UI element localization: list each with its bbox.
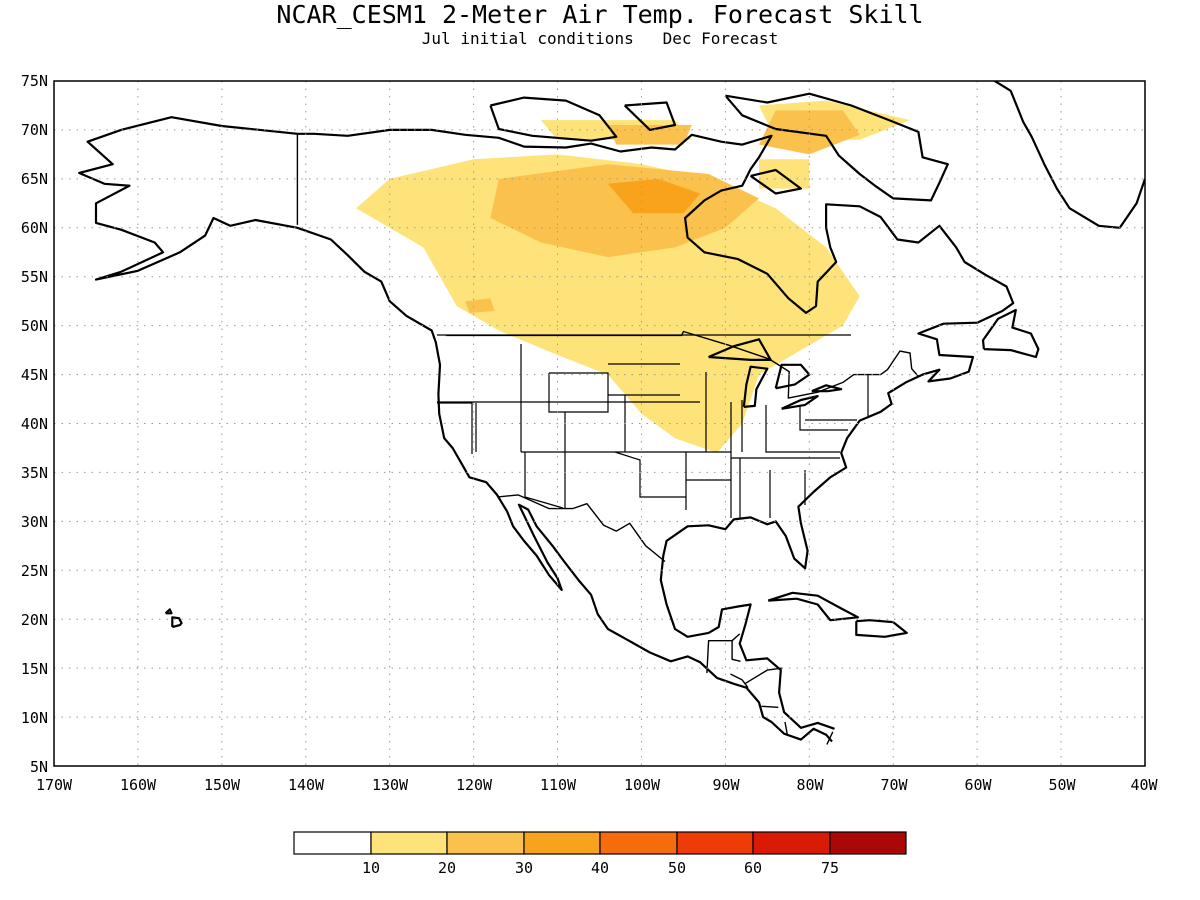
coastline bbox=[164, 608, 173, 615]
colorbar-box bbox=[523, 831, 601, 855]
lon-label: 100W bbox=[624, 776, 661, 794]
country-border bbox=[706, 633, 741, 674]
colorbar-box bbox=[446, 831, 525, 855]
lon-label: 170W bbox=[36, 776, 73, 794]
skill-region bbox=[607, 178, 701, 214]
colorbar-box bbox=[752, 831, 831, 855]
colorbar-box bbox=[370, 831, 448, 855]
coastline bbox=[767, 591, 860, 622]
lon-label: 120W bbox=[456, 776, 493, 794]
us-state-borders bbox=[437, 334, 869, 518]
lon-label: 90W bbox=[712, 776, 740, 794]
coastline bbox=[781, 395, 819, 410]
coastline bbox=[724, 92, 949, 202]
country-border bbox=[761, 705, 779, 708]
colorbar-legend: 10 20 30 40 50 60 75 bbox=[293, 831, 907, 877]
chart-subtitle: Jul initial conditions Dec Forecast bbox=[421, 29, 779, 48]
colorbar-box bbox=[829, 831, 907, 855]
colorbar-box bbox=[599, 831, 678, 855]
country-border bbox=[497, 494, 666, 563]
lat-label: 30N bbox=[21, 513, 48, 531]
coastline bbox=[981, 308, 1040, 359]
skill-region bbox=[356, 154, 860, 453]
lon-label: 130W bbox=[372, 776, 409, 794]
country-border bbox=[784, 721, 789, 736]
lat-label: 65N bbox=[21, 170, 48, 188]
lat-label: 5N bbox=[30, 758, 48, 776]
lon-label: 160W bbox=[120, 776, 157, 794]
lon-label: 60W bbox=[964, 776, 992, 794]
lon-label: 50W bbox=[1048, 776, 1076, 794]
coastline bbox=[489, 96, 618, 142]
lat-label: 50N bbox=[21, 317, 48, 335]
coastline bbox=[749, 168, 803, 195]
lon-label: 140W bbox=[288, 776, 325, 794]
latitude-labels: 75N 70N 65N 60N 55N 50N 45N 40N 35N 30N … bbox=[21, 72, 48, 776]
colorbar-box bbox=[676, 831, 754, 855]
coastline bbox=[774, 363, 811, 390]
longitude-labels: 170W 160W 150W 140W 130W 120W 110W 100W … bbox=[36, 776, 1159, 794]
skill-region bbox=[759, 159, 810, 189]
country-border bbox=[731, 640, 741, 662]
map-plot-area bbox=[54, 81, 1145, 766]
lon-label: 40W bbox=[1130, 776, 1158, 794]
lat-label: 70N bbox=[21, 121, 48, 139]
graticule bbox=[54, 81, 1145, 766]
colorbar-label: 40 bbox=[591, 859, 609, 877]
coastline bbox=[855, 619, 908, 638]
colorbar-label: 50 bbox=[668, 859, 686, 877]
colorbar-label: 30 bbox=[515, 859, 533, 877]
colorbar-box bbox=[293, 831, 372, 855]
country-border bbox=[730, 673, 749, 689]
coastline bbox=[171, 616, 183, 629]
colorbar-label: 10 bbox=[362, 859, 380, 877]
coastline bbox=[708, 338, 772, 361]
coastline bbox=[992, 81, 1145, 229]
colorbar-label: 75 bbox=[821, 859, 839, 877]
skill-region bbox=[607, 125, 692, 145]
coastline bbox=[742, 365, 769, 408]
lat-label: 55N bbox=[21, 268, 48, 286]
lat-label: 60N bbox=[21, 219, 48, 237]
chart-title: NCAR_CESM1 2-Meter Air Temp. Forecast Sk… bbox=[276, 0, 924, 29]
lon-label: 80W bbox=[796, 776, 824, 794]
coastline bbox=[811, 384, 843, 393]
lat-label: 35N bbox=[21, 464, 48, 482]
skill-region bbox=[759, 110, 860, 155]
lat-label: 15N bbox=[21, 660, 48, 678]
lon-label: 70W bbox=[880, 776, 908, 794]
lat-label: 10N bbox=[21, 709, 48, 727]
coastline bbox=[78, 116, 833, 743]
skill-region bbox=[465, 298, 495, 313]
coastline bbox=[297, 128, 1015, 730]
lat-label: 45N bbox=[21, 366, 48, 384]
lat-label: 25N bbox=[21, 562, 48, 580]
coastline-layer bbox=[78, 81, 1145, 745]
country-border bbox=[445, 330, 919, 399]
colorbar-label: 20 bbox=[438, 859, 456, 877]
lon-label: 110W bbox=[540, 776, 577, 794]
lat-label: 20N bbox=[21, 611, 48, 629]
map-frame bbox=[53, 80, 1146, 767]
country-border bbox=[744, 667, 783, 685]
coastline bbox=[623, 101, 677, 131]
lat-label: 40N bbox=[21, 415, 48, 433]
country-border bbox=[826, 731, 834, 745]
lat-label: 75N bbox=[21, 72, 48, 90]
colorbar-label: 60 bbox=[744, 859, 762, 877]
lon-label: 150W bbox=[204, 776, 241, 794]
